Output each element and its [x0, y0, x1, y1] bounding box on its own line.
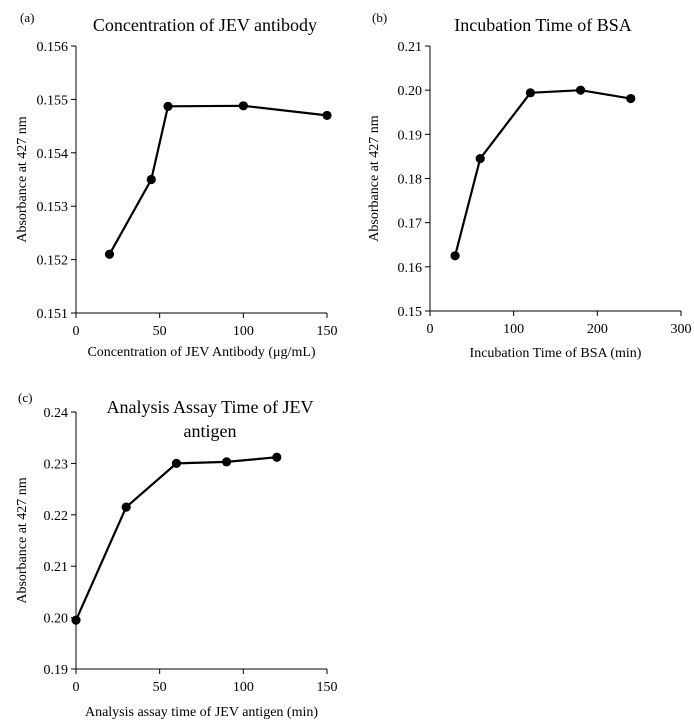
- x-tick-label: 200: [587, 322, 608, 337]
- panel-b: (b) Incubation Time of BSA 0.15 0.16 0.17 0.1…: [367, 10, 692, 361]
- panel-a: (a) Concentration of JEV antibody 0.151 0.1…: [15, 10, 338, 360]
- y-axis-label: Absorbance at 427 nm: [367, 115, 382, 241]
- data-point: [475, 154, 485, 164]
- series-line: [74, 456, 277, 621]
- data-point: [121, 502, 131, 512]
- data-point: [322, 110, 332, 121]
- y-axis-label: Absorbance at 427 nm: [15, 477, 30, 603]
- y-tick-label: 0.153: [37, 200, 69, 215]
- chart-title: Incubation Time of BSA: [454, 15, 632, 35]
- series-line: [454, 89, 631, 257]
- data-point: [238, 101, 248, 111]
- data-point: [576, 85, 586, 95]
- panel-c: (c) Analysis Assay Time of JEV antigen 0.19…: [15, 390, 338, 720]
- y-tick-label: 0.24: [44, 406, 69, 421]
- y-tick-label: 0.156: [37, 40, 69, 55]
- y-tick-label: 0.21: [44, 560, 69, 575]
- y-tick-label: 0.151: [37, 307, 69, 322]
- y-tick-label: 0.22: [44, 509, 69, 524]
- y-tick-label: 0.154: [37, 147, 69, 162]
- data-point: [272, 452, 282, 462]
- panel-letter: (b): [372, 10, 387, 25]
- y-tick-label: 0.18: [398, 173, 423, 188]
- x-tick-label: 0: [73, 324, 80, 339]
- data-point: [222, 457, 232, 467]
- y-tick-label: 0.21: [398, 40, 423, 55]
- x-axis-label: Concentration of JEV Antibody (μg/mL): [87, 345, 315, 360]
- y-tick-label: 0.23: [44, 457, 69, 472]
- x-tick-label: 150: [317, 324, 338, 339]
- y-tick-label: 0.152: [37, 254, 69, 269]
- y-axis-label: Absorbance at 427 nm: [15, 116, 30, 242]
- x-tick-label: 50: [153, 324, 167, 339]
- x-tick-label: 50: [153, 680, 167, 695]
- y-tick-label: 0.16: [398, 261, 423, 276]
- data-point: [71, 615, 81, 625]
- x-tick-label: 0: [73, 680, 80, 695]
- data-point: [104, 249, 115, 259]
- x-axis-label: Incubation Time of BSA (min): [470, 346, 642, 361]
- y-tick-label: 0.20: [398, 84, 423, 99]
- x-tick-label: 0: [427, 322, 434, 337]
- x-tick-label: 150: [317, 680, 338, 695]
- y-tick-label: 0.15: [398, 305, 423, 320]
- y-tick-label: 0.19: [44, 663, 69, 678]
- panel-letter: (c): [18, 390, 32, 405]
- y-tick-label: 0.17: [398, 217, 423, 232]
- x-tick-label: 300: [671, 322, 692, 337]
- x-tick-label: 100: [233, 324, 254, 339]
- y-tick-label: 0.20: [44, 612, 69, 627]
- x-tick-label: 100: [503, 322, 524, 337]
- data-point: [525, 88, 536, 98]
- data-point: [163, 101, 173, 111]
- y-tick-label: 0.19: [398, 128, 423, 143]
- chart-title: Analysis Assay Time of JEV: [106, 397, 313, 417]
- y-tick-label: 0.155: [37, 93, 69, 108]
- chart-title: Concentration of JEV antibody: [93, 15, 317, 35]
- data-point: [450, 251, 460, 261]
- data-point: [171, 458, 181, 468]
- x-axis-label: Analysis assay time of JEV antigen (min): [85, 705, 318, 720]
- data-point: [626, 93, 636, 104]
- panel-letter: (a): [20, 10, 34, 25]
- chart-title: antigen: [184, 421, 237, 441]
- x-tick-label: 100: [233, 680, 254, 695]
- series-line: [108, 104, 328, 255]
- data-point: [146, 174, 156, 185]
